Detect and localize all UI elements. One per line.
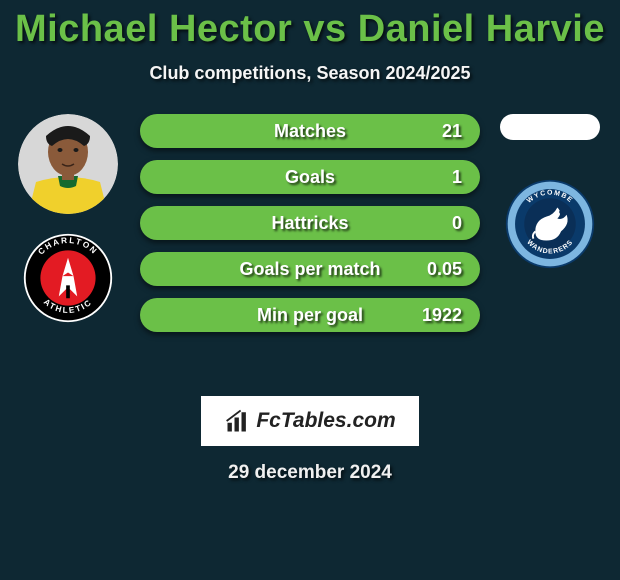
stat-bar-goals: Goals 1 [140,160,480,194]
stat-label: Matches [274,121,346,142]
source-badge: FcTables.com [201,396,419,446]
stat-label: Goals per match [239,259,380,280]
stat-value: 1 [452,167,462,188]
stat-label: Goals [285,167,335,188]
footer-date: 29 december 2024 [0,462,620,484]
stat-label: Hattricks [271,213,348,234]
stat-bar-hattricks: Hattricks 0 [140,206,480,240]
player-right-club-badge: WYCOMBE WANDERERS [504,178,596,270]
stat-value: 0 [452,213,462,234]
right-player-column: WYCOMBE WANDERERS [490,114,610,270]
stats-bars: Matches 21 Goals 1 Hattricks 0 Goals per… [140,114,480,344]
page-title: Michael Hector vs Daniel Harvie [0,0,620,51]
stat-value: 21 [442,121,462,142]
stat-value: 1922 [422,305,462,326]
player-left-club-badge: CHARLTON ATHLETIC [22,232,114,324]
player-left-photo [18,114,118,214]
page-subtitle: Club competitions, Season 2024/2025 [0,63,620,84]
chart-icon [224,407,252,435]
stat-bar-min-per-goal: Min per goal 1922 [140,298,480,332]
comparison-area: CHARLTON ATHLETIC WYCOMBE [0,114,620,374]
left-player-column: CHARLTON ATHLETIC [8,114,128,324]
stat-bar-matches: Matches 21 [140,114,480,148]
source-text: FcTables.com [256,409,395,433]
stat-bar-goals-per-match: Goals per match 0.05 [140,252,480,286]
player-right-photo-blank [500,114,600,140]
stat-label: Min per goal [257,305,363,326]
stat-value: 0.05 [427,259,462,280]
